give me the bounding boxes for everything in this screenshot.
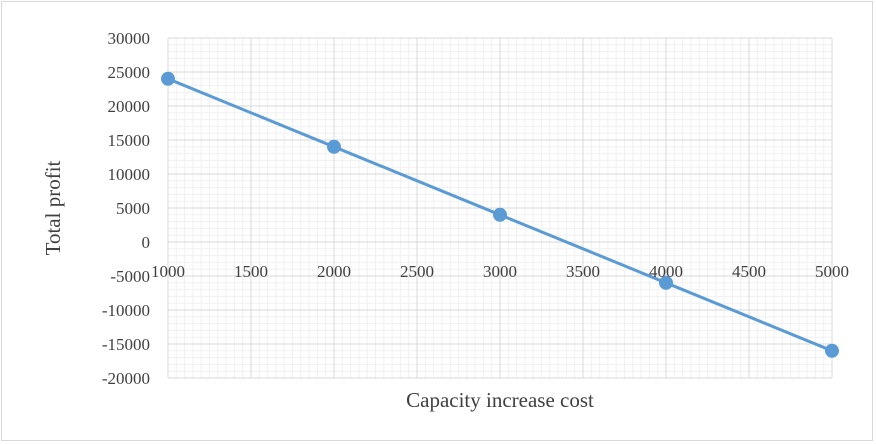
x-axis-title: Capacity increase cost: [406, 388, 594, 412]
data-point: [327, 139, 341, 154]
x-tick-label: 4000: [649, 262, 683, 281]
y-axis-title: Total profit: [41, 160, 65, 255]
y-axis-tick-labels: 30000 25000 20000 15000 10000 5000 0 -5000 -1000…: [102, 29, 150, 388]
x-tick-label: 3500: [566, 262, 600, 281]
y-tick-label: 15000: [108, 131, 151, 150]
x-tick-label: 5000: [815, 262, 849, 281]
data-point: [161, 71, 175, 86]
y-tick-label: 20000: [108, 97, 151, 116]
series-profit: [161, 71, 839, 358]
x-tick-label: 4500: [732, 262, 766, 281]
y-tick-label: 30000: [108, 29, 151, 48]
data-point: [825, 343, 839, 358]
y-tick-label: -5000: [110, 267, 150, 286]
y-tick-label: -10000: [102, 301, 150, 320]
y-tick-label: 10000: [108, 165, 151, 184]
y-tick-label: -20000: [102, 369, 150, 388]
y-tick-label: 5000: [116, 199, 150, 218]
x-tick-label: 1000: [151, 262, 185, 281]
data-point: [493, 207, 507, 222]
y-tick-label: 25000: [108, 63, 151, 82]
y-tick-label: -15000: [102, 335, 150, 354]
x-tick-label: 3000: [483, 262, 517, 281]
x-tick-label: 2500: [400, 262, 434, 281]
x-axis-tick-labels: 1000 1500 2000 2500 3000 3500 4000 4500 5000: [151, 262, 849, 281]
data-point: [659, 275, 673, 290]
x-tick-label: 2000: [317, 262, 351, 281]
x-tick-label: 1500: [234, 262, 268, 281]
y-tick-label: 0: [142, 233, 151, 252]
plot-area-border: [167, 38, 833, 378]
